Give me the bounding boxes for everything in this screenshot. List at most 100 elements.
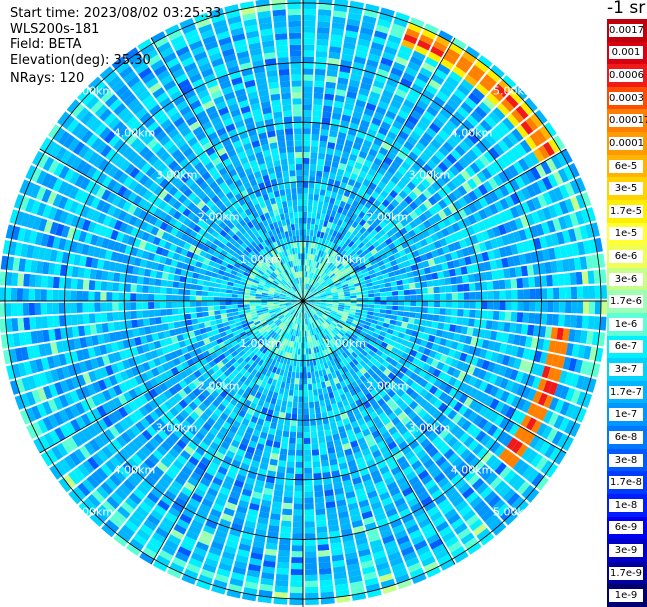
ppi-cell xyxy=(448,203,458,214)
ppi-cell xyxy=(336,286,343,290)
ppi-cell xyxy=(184,307,191,314)
ppi-cell xyxy=(291,413,298,421)
ppi-cell xyxy=(531,196,542,210)
ppi-cell xyxy=(366,282,373,287)
ppi-cell xyxy=(515,371,525,383)
ppi-cell xyxy=(313,86,324,94)
ppi-cell xyxy=(343,102,354,111)
ppi-cell xyxy=(314,297,321,299)
ppi-cell xyxy=(130,284,137,293)
ppi-cell xyxy=(367,244,375,252)
ppi-cell xyxy=(313,305,320,309)
ppi-cell xyxy=(407,61,421,72)
ppi-cell xyxy=(367,311,374,316)
ppi-cell xyxy=(314,484,323,492)
ppi-cell xyxy=(399,267,407,275)
ppi-cell xyxy=(541,288,548,300)
ppi-cell xyxy=(504,245,513,257)
ppi-cell xyxy=(361,76,374,86)
ppi-cell xyxy=(34,288,41,301)
ppi-cell xyxy=(362,178,371,187)
ppi-cell xyxy=(320,405,327,413)
ppi-cell xyxy=(557,168,569,183)
ppi-cell xyxy=(338,71,350,80)
ppi-cell xyxy=(35,274,42,288)
ppi-cell xyxy=(349,289,356,294)
ppi-cell xyxy=(313,267,318,274)
ppi-cell xyxy=(505,290,512,300)
ppi-cell xyxy=(349,259,356,266)
ppi-cell xyxy=(470,336,478,346)
ppi-cell xyxy=(225,293,232,298)
ppi-cell xyxy=(413,104,425,116)
ppi-cell xyxy=(315,268,319,275)
ppi-cell xyxy=(287,371,292,378)
ppi-cell xyxy=(101,323,109,333)
ppi-cell xyxy=(407,22,423,34)
ppi-cell xyxy=(529,288,536,300)
ppi-cell xyxy=(310,287,315,293)
ppi-cell xyxy=(505,150,517,164)
ppi-cell xyxy=(338,265,345,271)
ppi-cell xyxy=(282,376,287,383)
ppi-cell xyxy=(441,262,449,271)
ppi-cell xyxy=(329,273,336,279)
ppi-cell xyxy=(441,125,454,136)
ppi-cell xyxy=(491,320,499,331)
ppi-cell xyxy=(327,262,333,269)
ppi-cell xyxy=(468,202,478,214)
ppi-cell xyxy=(418,203,428,213)
ppi-cell xyxy=(395,257,403,264)
ppi-cell xyxy=(308,181,315,189)
ppi-cell xyxy=(339,213,346,221)
ppi-cell xyxy=(326,294,333,298)
ppi-cell xyxy=(344,203,351,211)
ppi-cell xyxy=(332,244,339,251)
ppi-cell xyxy=(345,96,356,105)
ppi-cell xyxy=(366,209,374,218)
ppi-cell xyxy=(333,100,344,109)
ppi-cell xyxy=(353,105,365,114)
ppi-cell xyxy=(503,167,514,181)
ppi-cell xyxy=(367,289,375,294)
ppi-cell xyxy=(10,287,18,301)
ppi-cell xyxy=(375,132,386,142)
ppi-cell xyxy=(516,242,525,254)
ppi-cell xyxy=(311,289,317,294)
ppi-cell xyxy=(372,36,386,46)
ppi-cell xyxy=(160,279,168,287)
ppi-cell xyxy=(353,246,361,253)
ppi-cell xyxy=(64,302,71,314)
ppi-cell xyxy=(347,85,359,94)
ppi-cell xyxy=(404,223,413,233)
ppi-cell xyxy=(336,312,343,316)
ppi-cell xyxy=(581,271,589,285)
ppi-cell xyxy=(386,328,394,335)
ppi-cell xyxy=(365,318,373,323)
ppi-cell xyxy=(536,179,548,193)
ppi-cell xyxy=(82,279,90,290)
ppi-cell xyxy=(320,305,326,309)
ppi-cell xyxy=(403,311,410,317)
ppi-cell xyxy=(404,301,411,306)
ppi-cell xyxy=(320,302,327,305)
ppi-cell xyxy=(438,199,448,210)
ppi-cell xyxy=(380,241,388,249)
ppi-cell xyxy=(304,283,307,290)
ppi-cell xyxy=(414,207,423,217)
ppi-cell xyxy=(356,259,363,265)
ppi-cell xyxy=(523,154,535,169)
ppi-cell xyxy=(107,322,115,332)
ppi-cell xyxy=(393,156,404,166)
ppi-cell xyxy=(238,287,245,292)
ppi-cell xyxy=(511,301,518,311)
ppi-cell xyxy=(493,174,504,187)
ppi-cell xyxy=(434,68,448,80)
ppi-cell xyxy=(394,170,404,180)
ppi-cell xyxy=(485,271,493,281)
ppi-cell xyxy=(142,293,149,301)
ppi-cell xyxy=(317,287,323,292)
ppi-cell xyxy=(426,314,434,321)
ppi-cell xyxy=(426,159,437,170)
ppi-cell xyxy=(319,135,328,142)
